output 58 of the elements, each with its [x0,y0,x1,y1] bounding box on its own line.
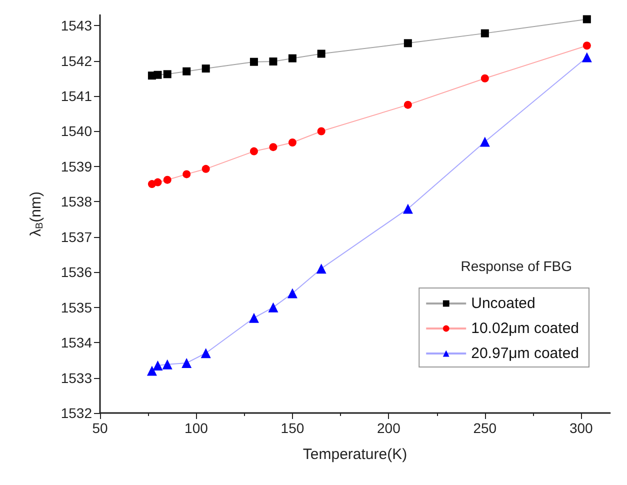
point [287,288,298,298]
point [317,50,326,58]
point [480,74,489,82]
y-axis-title: λB(nm) [28,191,46,236]
point [582,52,592,62]
point [288,138,296,146]
legend-label: Uncoated [471,295,536,312]
point [163,176,172,184]
point [152,360,163,370]
point [404,100,412,109]
point [182,170,191,178]
point [182,67,191,76]
x-tick-label: 50 [92,420,108,436]
point [404,39,412,48]
x-tick-label: 100 [184,420,208,436]
y-tick-label: 1540 [60,123,92,140]
point [154,178,162,186]
x-tick-label: 250 [473,420,497,436]
y-tick-label: 1532 [60,405,92,421]
point [288,54,296,62]
y-tick-label: 1536 [60,264,92,280]
point [317,127,326,136]
point [480,29,489,38]
y-tick-label: 1543 [60,18,92,34]
legend-label: 10.02μm coated [471,320,580,337]
point [248,312,259,323]
point [162,359,172,370]
legend-title: Response of FBG [460,258,572,274]
point [269,57,278,66]
y-tick-label: 1535 [60,299,92,316]
point [269,143,278,152]
x-tick-label: 200 [377,420,401,436]
point [202,64,210,73]
point [202,164,210,173]
x-axis-title: Temperature(K) [302,446,408,463]
point [146,366,157,376]
y-tick-label: 1534 [60,334,92,351]
point [163,70,172,78]
point [268,302,278,312]
y-tick-label: 1542 [60,52,92,69]
point [250,58,258,66]
y-tick-label: 1537 [60,228,92,245]
y-tick-label: 1539 [60,158,92,174]
legend-label: 20.97μm coated [471,345,580,362]
y-tick-label: 1533 [60,370,92,386]
y-tick-label: 1541 [60,88,92,104]
point [250,147,258,156]
point [582,15,591,24]
x-tick-label: 150 [280,420,304,436]
x-tick-label: 300 [569,420,594,436]
y-tick-label: 1538 [60,194,92,210]
point [480,136,490,147]
point [582,42,591,50]
point [316,264,326,274]
point [402,204,413,214]
point [154,70,162,79]
point [200,348,211,358]
point [182,358,192,368]
